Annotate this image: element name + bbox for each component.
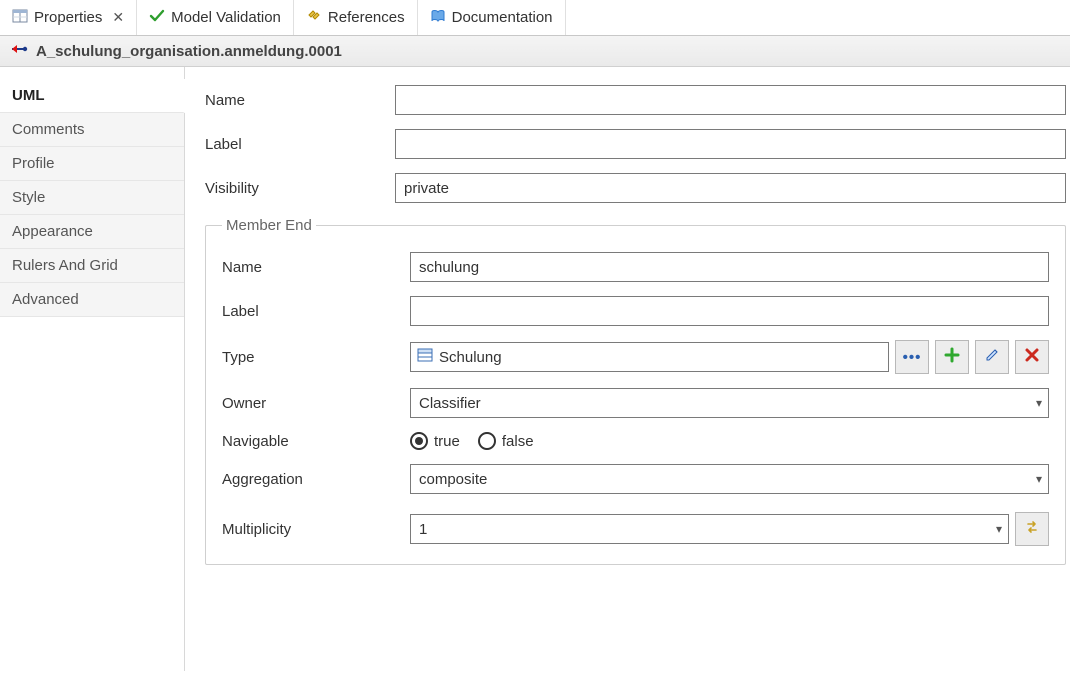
me-aggregation-value: composite — [419, 471, 487, 488]
sidebar-item-label: Rulers And Grid — [12, 257, 118, 274]
sidebar-item-advanced[interactable]: Advanced — [0, 283, 184, 317]
swap-icon — [1024, 519, 1040, 539]
sidebar-item-profile[interactable]: Profile — [0, 147, 184, 181]
member-end-legend: Member End — [222, 217, 316, 234]
tab-model-validation[interactable]: Model Validation — [137, 0, 294, 35]
browse-button[interactable]: ••• — [895, 340, 929, 374]
name-label: Name — [205, 92, 395, 109]
class-icon — [417, 348, 433, 366]
category-sidebar: UML Comments Profile Style Appearance Ru… — [0, 67, 185, 671]
delete-icon — [1024, 347, 1040, 367]
radio-label: true — [434, 433, 460, 450]
me-type-value: Schulung — [439, 349, 502, 366]
me-owner-label: Owner — [222, 395, 410, 412]
pencil-icon — [984, 347, 1000, 367]
ellipsis-icon: ••• — [903, 349, 922, 366]
radio-icon — [478, 432, 496, 450]
switch-ends-button[interactable] — [1015, 512, 1049, 546]
sidebar-item-rulers-and-grid[interactable]: Rulers And Grid — [0, 249, 184, 283]
plus-icon — [944, 347, 960, 367]
properties-icon — [12, 8, 28, 28]
tab-properties[interactable]: Properties ✕ — [0, 0, 137, 35]
sidebar-item-label: Comments — [12, 121, 85, 138]
view-tabbar: Properties ✕ Model Validation References… — [0, 0, 1070, 36]
me-owner-combo[interactable]: Classifier ▾ — [410, 388, 1049, 418]
me-navigable-label: Navigable — [222, 433, 410, 450]
name-input[interactable] — [395, 85, 1066, 115]
visibility-input[interactable] — [395, 173, 1066, 203]
me-navigable-group: true false — [410, 432, 534, 450]
visibility-label: Visibility — [205, 180, 395, 197]
delete-button[interactable] — [1015, 340, 1049, 374]
property-form: Name Label Visibility Member End Name La… — [185, 67, 1070, 671]
me-navigable-true[interactable]: true — [410, 432, 460, 450]
me-label-label: Label — [222, 303, 410, 320]
check-icon — [149, 8, 165, 28]
label-label: Label — [205, 136, 395, 153]
me-name-label: Name — [222, 259, 410, 276]
radio-label: false — [502, 433, 534, 450]
sidebar-item-label: UML — [12, 87, 45, 104]
me-aggregation-label: Aggregation — [222, 471, 410, 488]
association-icon — [10, 42, 28, 60]
member-end-group: Member End Name Label Type — [205, 217, 1066, 565]
documentation-icon — [430, 8, 446, 28]
me-type-label: Type — [222, 349, 410, 366]
sidebar-item-uml[interactable]: UML — [0, 79, 185, 113]
sidebar-item-appearance[interactable]: Appearance — [0, 215, 184, 249]
add-button[interactable] — [935, 340, 969, 374]
sidebar-item-comments[interactable]: Comments — [0, 113, 184, 147]
me-multiplicity-value: 1 — [419, 521, 427, 538]
me-label-input[interactable] — [410, 296, 1049, 326]
sidebar-item-label: Style — [12, 189, 45, 206]
edit-button[interactable] — [975, 340, 1009, 374]
me-owner-value: Classifier — [419, 395, 481, 412]
me-navigable-false[interactable]: false — [478, 432, 534, 450]
tab-references[interactable]: References — [294, 0, 418, 35]
editor-header: A_schulung_organisation.anmeldung.0001 — [0, 36, 1070, 67]
me-aggregation-combo[interactable]: composite ▾ — [410, 464, 1049, 494]
me-multiplicity-label: Multiplicity — [222, 521, 410, 538]
label-input[interactable] — [395, 129, 1066, 159]
me-multiplicity-combo[interactable]: 1 ▾ — [410, 514, 1009, 544]
tab-label: Model Validation — [171, 9, 281, 26]
radio-icon — [410, 432, 428, 450]
sidebar-item-label: Profile — [12, 155, 55, 172]
close-icon[interactable]: ✕ — [112, 9, 124, 26]
me-name-input[interactable] — [410, 252, 1049, 282]
page-title: A_schulung_organisation.anmeldung.0001 — [36, 43, 342, 60]
chevron-down-icon: ▾ — [996, 522, 1002, 536]
sidebar-item-label: Appearance — [12, 223, 93, 240]
tab-documentation[interactable]: Documentation — [418, 0, 566, 35]
me-type-field[interactable]: Schulung — [410, 342, 889, 372]
sidebar-item-style[interactable]: Style — [0, 181, 184, 215]
chevron-down-icon: ▾ — [1036, 472, 1042, 486]
chevron-down-icon: ▾ — [1036, 396, 1042, 410]
sidebar-item-label: Advanced — [12, 291, 79, 308]
main-area: UML Comments Profile Style Appearance Ru… — [0, 67, 1070, 671]
tab-label: Properties — [34, 9, 102, 26]
tab-label: Documentation — [452, 9, 553, 26]
references-icon — [306, 8, 322, 28]
tab-label: References — [328, 9, 405, 26]
